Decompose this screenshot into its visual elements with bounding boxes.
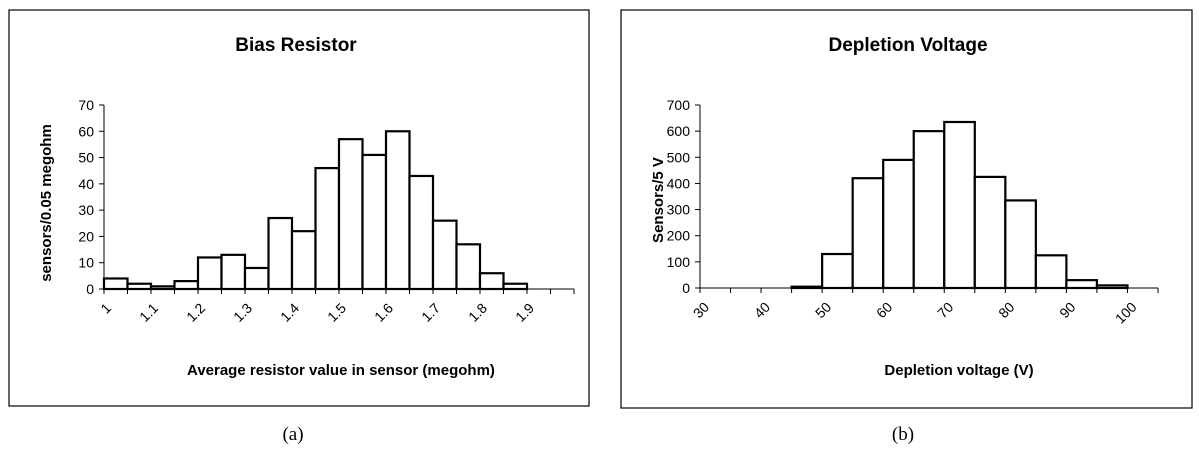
y-tick-label: 500 [667,149,691,165]
x-axis-label-a: Average resistor value in sensor (megohm… [187,362,495,379]
bar [912,130,946,290]
y-tick-label: 60 [78,123,94,139]
bar [943,120,976,290]
bar [314,166,341,291]
bar [502,282,529,291]
y-tick-label: 0 [86,281,94,297]
x-axis-label-b: Depletion voltage (V) [884,362,1033,379]
bar [882,158,915,290]
bar [173,280,200,291]
chart-frame-a [8,9,590,407]
y-tick-label: 20 [78,228,94,244]
y-tick-label: 400 [667,175,691,191]
caption-a: (a) [282,424,303,445]
y-axis-label-b: Sensors/5 V [650,157,667,243]
bar [196,256,223,291]
bar [243,266,270,291]
bar [1004,199,1037,290]
y-tick-label: 0 [682,280,690,296]
bar [220,253,247,291]
y-axis-label-a: sensors/0.05 megohm [38,124,55,282]
bar [102,277,129,291]
bar [1065,279,1099,290]
y-tick-label: 10 [78,255,94,271]
y-tick-label: 70 [78,97,94,113]
bar [384,130,411,291]
bar [973,175,1007,290]
y-tick-label: 300 [667,202,691,218]
bar [408,174,435,291]
bar [290,230,317,291]
bar [267,216,294,291]
bar [1034,254,1068,290]
chart-panel-b: Depletion Voltage Sensors/5 V Depletion … [620,9,1193,409]
bar [821,252,854,290]
chart-title-a: Bias Resistor [235,35,357,56]
y-tick-label: 200 [667,228,691,244]
y-tick-label: 700 [667,97,691,113]
bar [361,153,388,291]
chart-title-b: Depletion Voltage [828,35,987,56]
chart-panel-a: Bias Resistor sensors/0.05 megohm Averag… [8,9,590,407]
bar [337,138,364,291]
y-tick-label: 30 [78,202,94,218]
bar [851,177,885,290]
y-tick-label: 40 [78,176,94,192]
caption-b: (b) [892,424,914,445]
y-tick-label: 600 [667,123,691,139]
bar [478,272,505,291]
y-tick-label: 50 [78,150,94,166]
bar [455,243,482,291]
bar [126,282,153,291]
y-tick-label: 100 [667,254,691,270]
bar [431,219,458,291]
